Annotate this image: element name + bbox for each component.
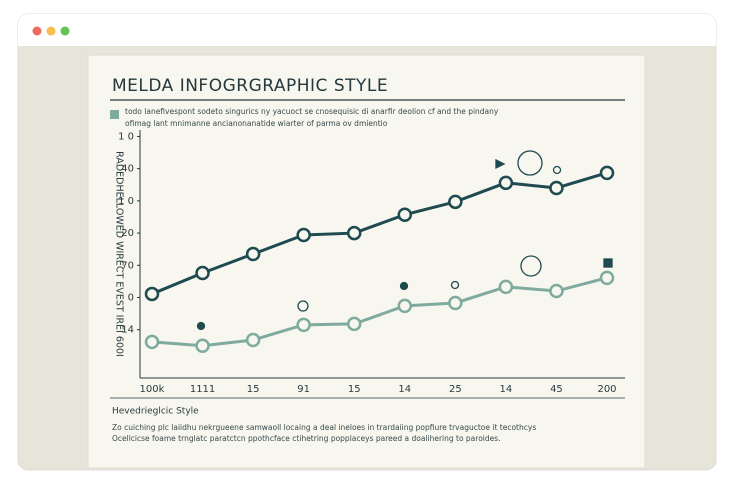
x-tick-label: 100k (140, 384, 165, 395)
x-tick-label: 14 (500, 384, 513, 395)
data-point (498, 175, 514, 191)
footer-title: Hevedrieglcic Style (112, 407, 199, 417)
footer-line: Ocellcicse foame trnglatc paratctcn ppot… (112, 434, 501, 443)
y-tick-label: 0 (128, 292, 134, 303)
series-line (151, 171, 608, 296)
chart-title: MELDA INFOGRGRAPHIC STYLE (112, 76, 388, 96)
x-tick-label: 14 (398, 384, 411, 395)
maximize-dot[interactable] (60, 26, 70, 36)
data-point (144, 334, 160, 350)
x-tick-label: 91 (297, 384, 310, 395)
title-bar (18, 14, 716, 46)
icon (495, 158, 506, 170)
y-axis-label: RADEDHELLOWED WIRECT EVEST IREI 600I (114, 151, 125, 357)
series-line (151, 276, 608, 348)
icon (450, 280, 460, 290)
y-tick-label: 70 (121, 260, 134, 271)
y-tick-label: 1 0 (118, 196, 134, 207)
icons (196, 150, 613, 331)
data-point (549, 283, 564, 299)
footer-line: Zo cuiching plc laiidhu nekrgueene samwa… (112, 423, 536, 432)
x-tick-label: 15 (348, 384, 361, 395)
y-tick-label: 40 (121, 164, 134, 175)
data-point (245, 246, 261, 262)
x-tick-label: 15 (247, 384, 260, 395)
data-point (448, 194, 463, 210)
icon (399, 281, 409, 291)
data-point (397, 298, 413, 314)
data-point (195, 265, 210, 281)
y-tick-label: 20 (121, 228, 134, 239)
minimize-dot[interactable] (46, 26, 56, 36)
data-point (397, 207, 413, 222)
icon (603, 258, 613, 268)
data-point (346, 316, 362, 332)
infographic-card (87, 54, 646, 469)
data-point (599, 270, 615, 286)
data-point (144, 286, 160, 302)
data-point (296, 227, 311, 243)
icon (520, 255, 542, 277)
close-dot[interactable] (32, 26, 42, 36)
icon (297, 300, 309, 312)
data-point (549, 180, 564, 196)
icon (196, 321, 206, 331)
data-point (448, 295, 463, 311)
data-point (195, 338, 210, 354)
icon (552, 165, 562, 175)
data-point (245, 332, 261, 348)
subtitle-line: todo lanefivespont sodeto singurics ny y… (125, 107, 499, 116)
y-tick-label: 14 (121, 325, 134, 336)
legend-swatch (110, 110, 119, 119)
icon (517, 150, 543, 176)
data-point (346, 225, 362, 241)
y-tick-label: 1 0 (118, 131, 134, 142)
x-tick-label: 200 (597, 384, 616, 395)
data-point (599, 165, 615, 181)
x-tick-label: 25 (449, 384, 462, 395)
data-point (498, 279, 514, 295)
subtitle-line: ofimag lant mnimanne ancianonanatide wia… (125, 119, 388, 128)
x-tick-label: 45 (550, 384, 563, 395)
data-point (296, 317, 311, 333)
x-tick-label: 1111 (190, 384, 215, 395)
